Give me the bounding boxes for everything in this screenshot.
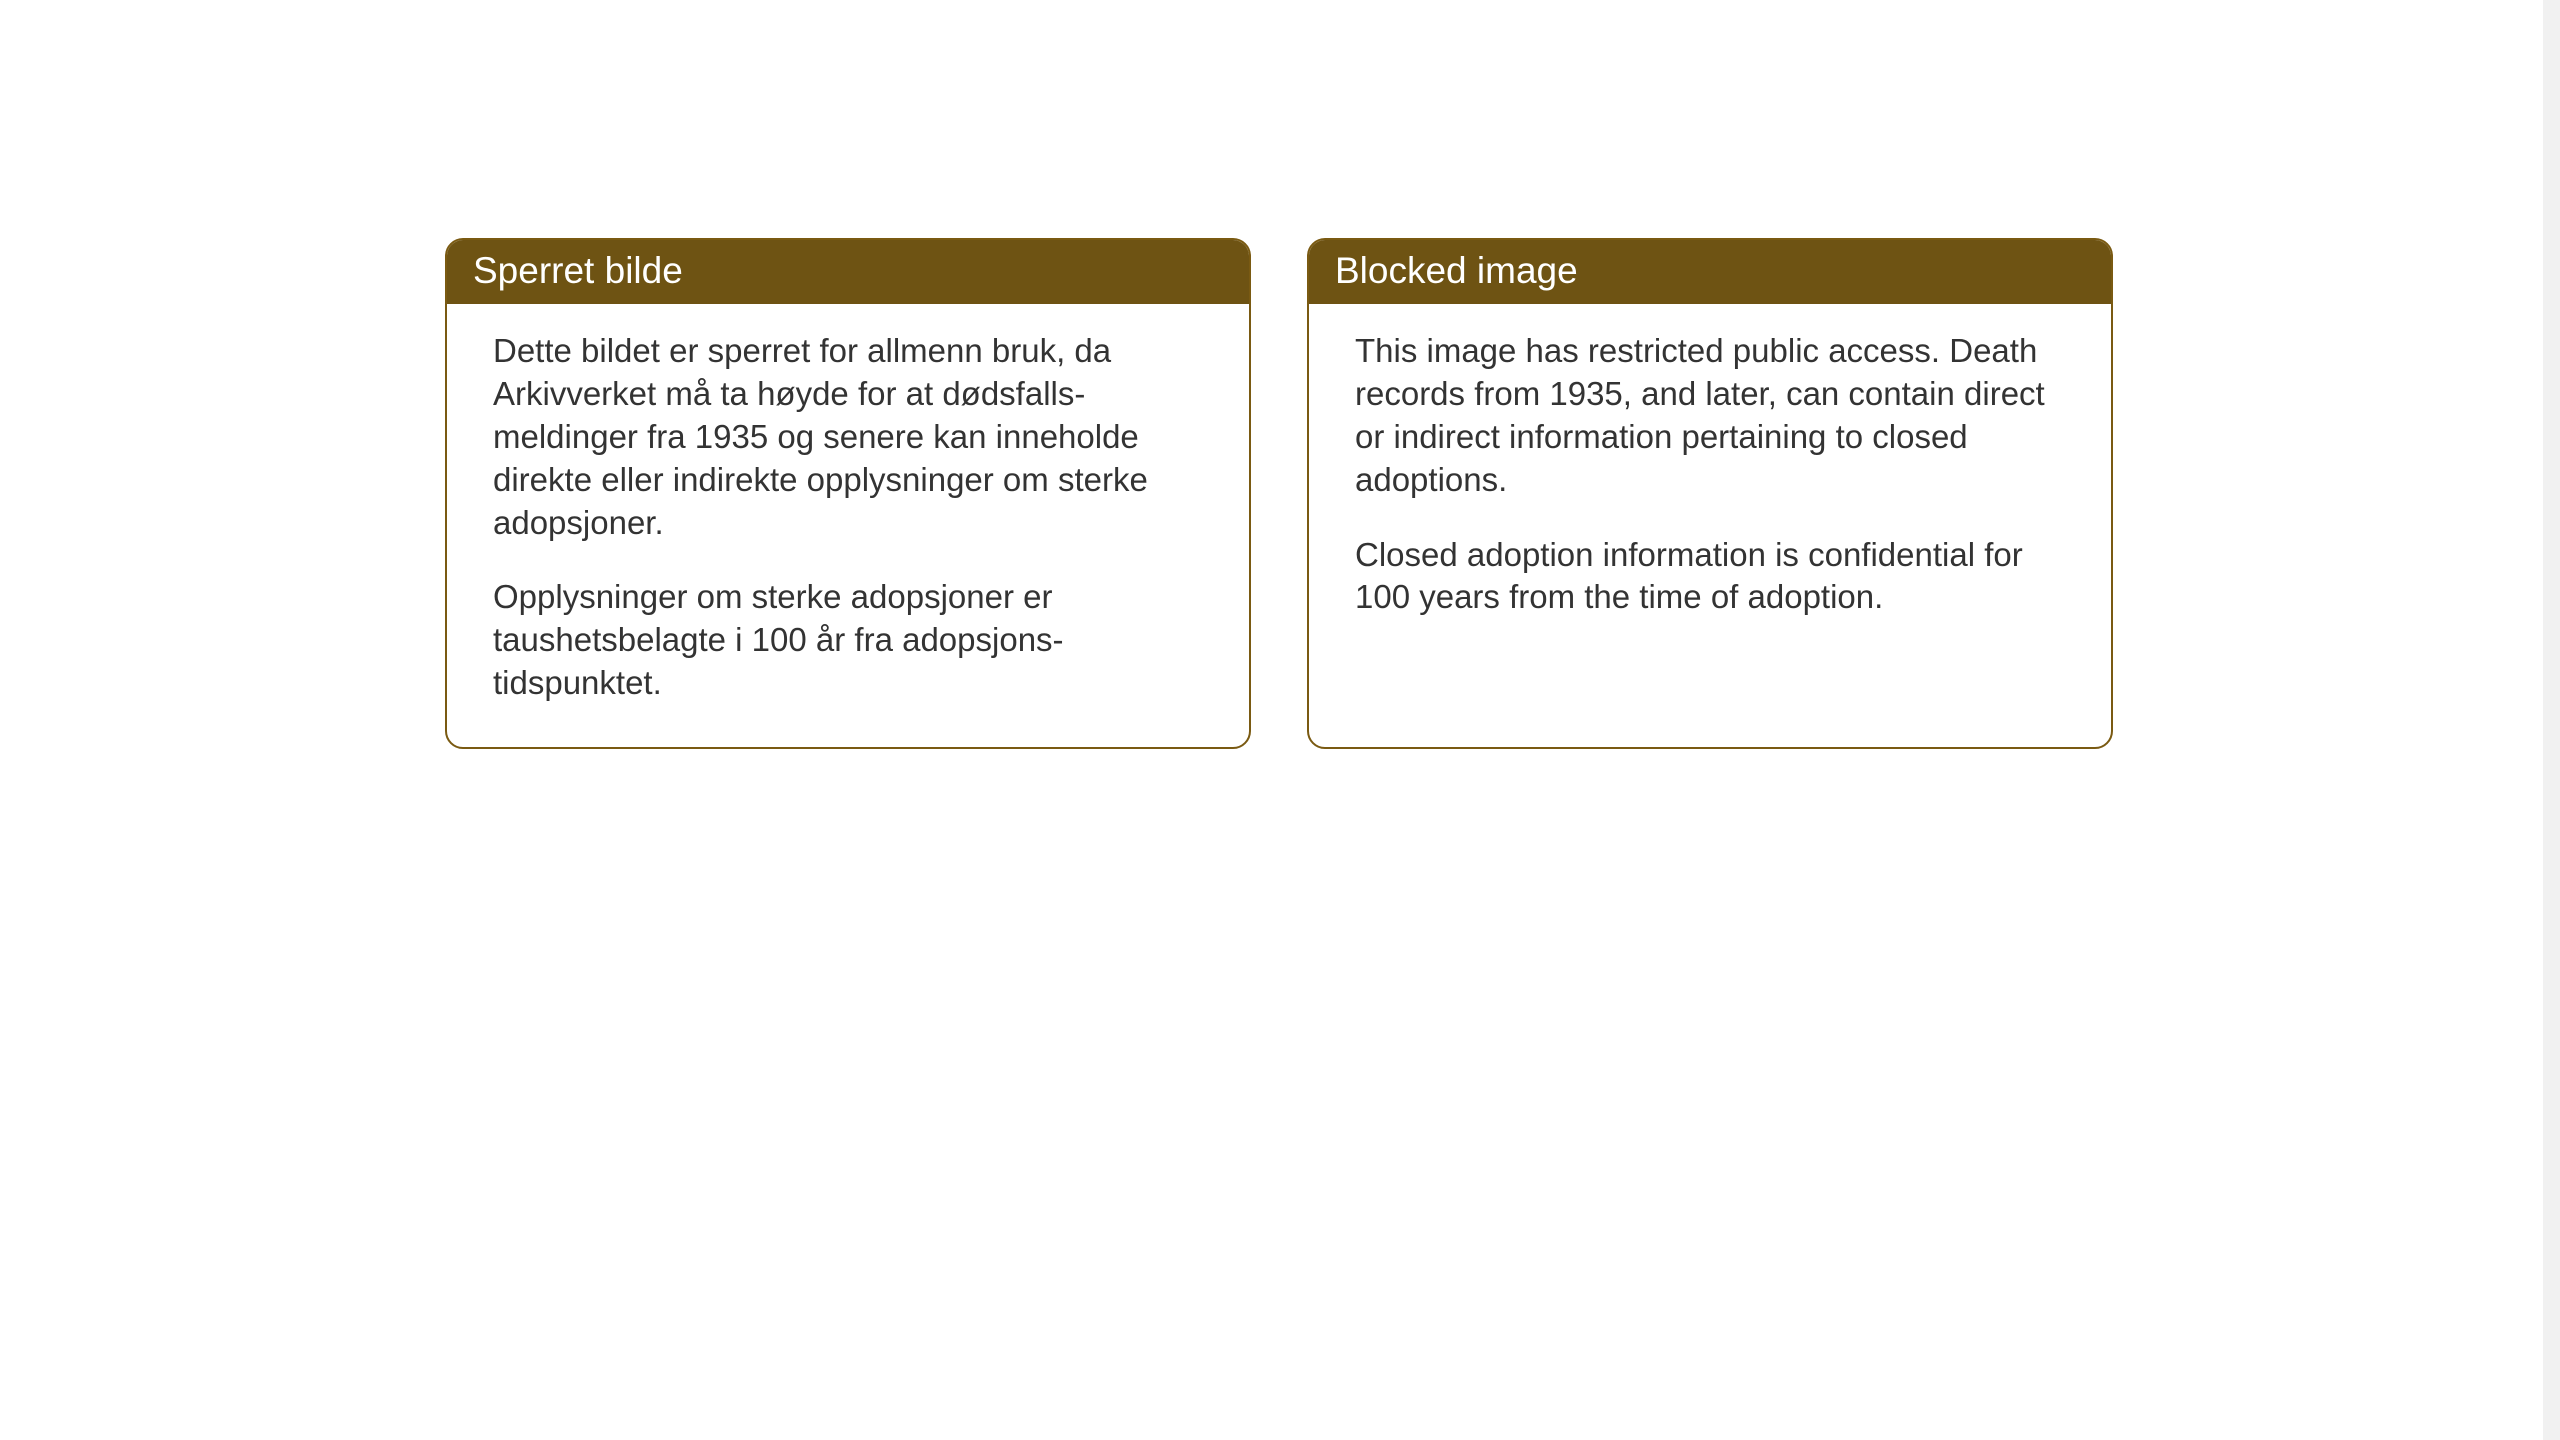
notice-paragraph: Dette bildet er sperret for allmenn bruk… — [493, 330, 1203, 544]
card-body: Dette bildet er sperret for allmenn bruk… — [447, 304, 1249, 745]
scrollbar[interactable] — [2543, 0, 2560, 1440]
notice-paragraph: Closed adoption information is confident… — [1355, 534, 2065, 620]
cards-container: Sperret bilde Dette bildet er sperret fo… — [0, 0, 2560, 749]
card-header: Blocked image — [1309, 240, 2111, 304]
card-header: Sperret bilde — [447, 240, 1249, 304]
notice-paragraph: This image has restricted public access.… — [1355, 330, 2065, 502]
card-body: This image has restricted public access.… — [1309, 304, 2111, 659]
notice-paragraph: Opplysninger om sterke adopsjoner er tau… — [493, 576, 1203, 705]
notice-card-norwegian: Sperret bilde Dette bildet er sperret fo… — [445, 238, 1251, 749]
notice-card-english: Blocked image This image has restricted … — [1307, 238, 2113, 749]
